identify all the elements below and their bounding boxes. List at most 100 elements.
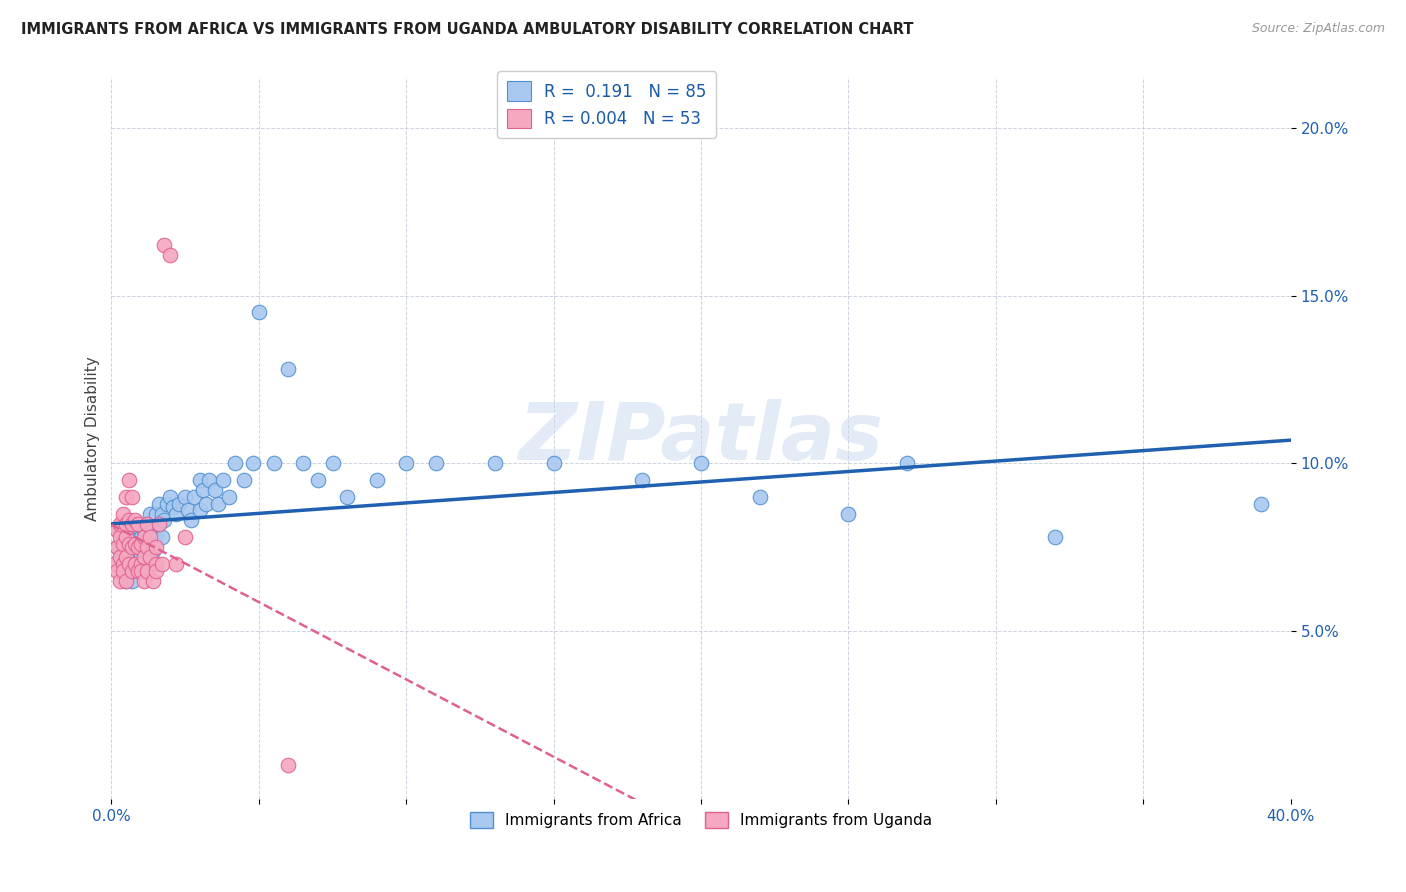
Point [127,557,149,571]
Point [115,490,138,504]
Point [121,490,143,504]
Point [121,564,143,578]
Point [145,526,167,541]
Point [112,543,135,558]
Point [112,537,135,551]
Point [142,574,165,588]
Point [129,547,152,561]
Point [135,564,157,578]
Point [110,530,132,544]
Point [129,540,152,554]
Point [242,456,264,470]
Point [162,500,184,514]
Point [129,560,152,574]
Point [177,503,200,517]
Point [135,547,157,561]
Point [188,503,211,517]
Point [159,248,181,262]
Point [218,490,240,504]
Point [307,473,329,487]
Point [112,507,135,521]
Point [183,490,205,504]
Point [118,513,141,527]
Point [115,574,138,588]
Point [110,550,132,565]
Point [1043,530,1066,544]
Point [150,507,173,521]
Point [121,564,143,578]
Point [121,574,143,588]
Point [148,516,170,531]
Point [207,497,229,511]
Point [690,456,713,470]
Point [395,456,418,470]
Point [132,530,155,544]
Point [110,550,132,565]
Point [121,540,143,554]
Point [124,557,146,571]
Point [138,530,160,544]
Point [127,564,149,578]
Point [1250,497,1272,511]
Point [224,456,246,470]
Point [115,530,138,544]
Text: Source: ZipAtlas.com: Source: ZipAtlas.com [1251,22,1385,36]
Point [145,564,167,578]
Point [129,564,152,578]
Point [112,564,135,578]
Point [366,473,388,487]
Point [174,490,197,504]
Point [132,524,155,538]
Point [247,305,270,319]
Point [115,533,138,548]
Point [138,507,160,521]
Point [129,530,152,544]
Point [153,513,176,527]
Point [121,516,143,531]
Point [148,497,170,511]
Point [132,543,155,558]
Point [165,507,187,521]
Point [749,490,772,504]
Point [896,456,918,470]
Point [145,557,167,571]
Point [135,516,157,531]
Point [277,758,299,772]
Point [118,560,141,574]
Point [105,564,128,578]
Point [233,473,256,487]
Point [112,564,135,578]
Point [124,516,146,531]
Point [105,540,128,554]
Point [105,540,128,554]
Point [118,553,141,567]
Point [127,537,149,551]
Text: ZIPatlas: ZIPatlas [519,399,883,477]
Point [135,533,157,548]
Point [124,537,146,551]
Point [121,526,143,541]
Point [118,537,141,551]
Point [543,456,565,470]
Point [103,557,125,571]
Y-axis label: Ambulatory Disability: Ambulatory Disability [86,356,100,521]
Point [204,483,226,497]
Point [150,530,173,544]
Point [127,516,149,531]
Point [150,557,173,571]
Point [110,574,132,588]
Point [197,473,219,487]
Point [115,516,138,531]
Point [135,516,157,531]
Point [105,524,128,538]
Point [159,490,181,504]
Point [132,553,155,567]
Legend: Immigrants from Africa, Immigrants from Uganda: Immigrants from Africa, Immigrants from … [464,806,938,835]
Point [132,574,155,588]
Point [631,473,654,487]
Point [124,533,146,548]
Point [112,530,135,544]
Point [110,516,132,531]
Point [118,540,141,554]
Point [156,497,179,511]
